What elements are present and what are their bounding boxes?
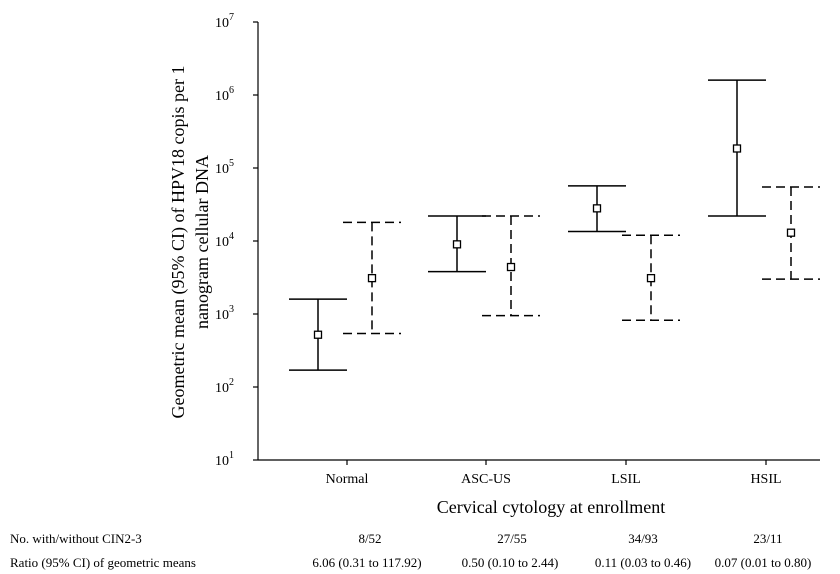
footer-row2-value: 6.06 (0.31 to 117.92)	[312, 555, 421, 570]
mean-marker	[313, 330, 323, 339]
footer-table: No. with/without CIN2-3 Ratio (95% CI) o…	[10, 531, 811, 570]
x-tick-label: HSIL	[750, 472, 781, 487]
footer-row2-value: 0.07 (0.01 to 0.80)	[715, 555, 812, 570]
footer-row1-value: 34/93	[628, 531, 658, 546]
y-tick-label: 107	[215, 12, 234, 31]
x-axis-title: Cervical cytology at enrollment	[437, 497, 665, 517]
x-axis: Normal ASC-US LSIL HSIL	[258, 459, 820, 487]
y-axis-title-line-1: Geometric mean (95% CI) of HPV18 copis p…	[168, 66, 189, 419]
mean-marker	[452, 240, 462, 249]
y-axis-title-line-2: nanogram cellular DNA	[192, 155, 212, 329]
mean-marker	[506, 262, 516, 272]
series-solid	[289, 79, 766, 371]
x-tick-label: LSIL	[611, 472, 641, 487]
mean-marker	[367, 273, 377, 283]
y-tick-label: 101	[215, 450, 234, 469]
y-tick-label: 103	[215, 304, 234, 323]
footer-row2-value: 0.11 (0.03 to 0.46)	[595, 555, 691, 570]
x-tick-label: Normal	[326, 472, 369, 487]
y-axis: 101 102 103 104 105 106 107	[215, 12, 259, 469]
footer-row1-value: 27/55	[497, 531, 527, 546]
mean-marker	[786, 228, 796, 237]
y-tick-label: 105	[215, 158, 234, 177]
footer-row1-label: No. with/without CIN2-3	[10, 531, 142, 546]
series-dashed	[343, 186, 820, 335]
mean-marker	[732, 144, 742, 153]
y-tick-label: 102	[215, 377, 234, 396]
footer-row1-value: 23/11	[753, 531, 782, 546]
mean-marker	[646, 273, 656, 283]
y-tick-label: 106	[215, 85, 234, 104]
footer-row2-label: Ratio (95% CI) of geometric means	[10, 555, 196, 570]
x-tick-label: ASC-US	[461, 472, 511, 487]
y-tick-label: 104	[215, 231, 234, 250]
series-layer	[289, 79, 820, 371]
mean-marker	[592, 204, 602, 213]
footer-row2-value: 0.50 (0.10 to 2.44)	[462, 555, 559, 570]
footer-row1-value: 8/52	[358, 531, 381, 546]
